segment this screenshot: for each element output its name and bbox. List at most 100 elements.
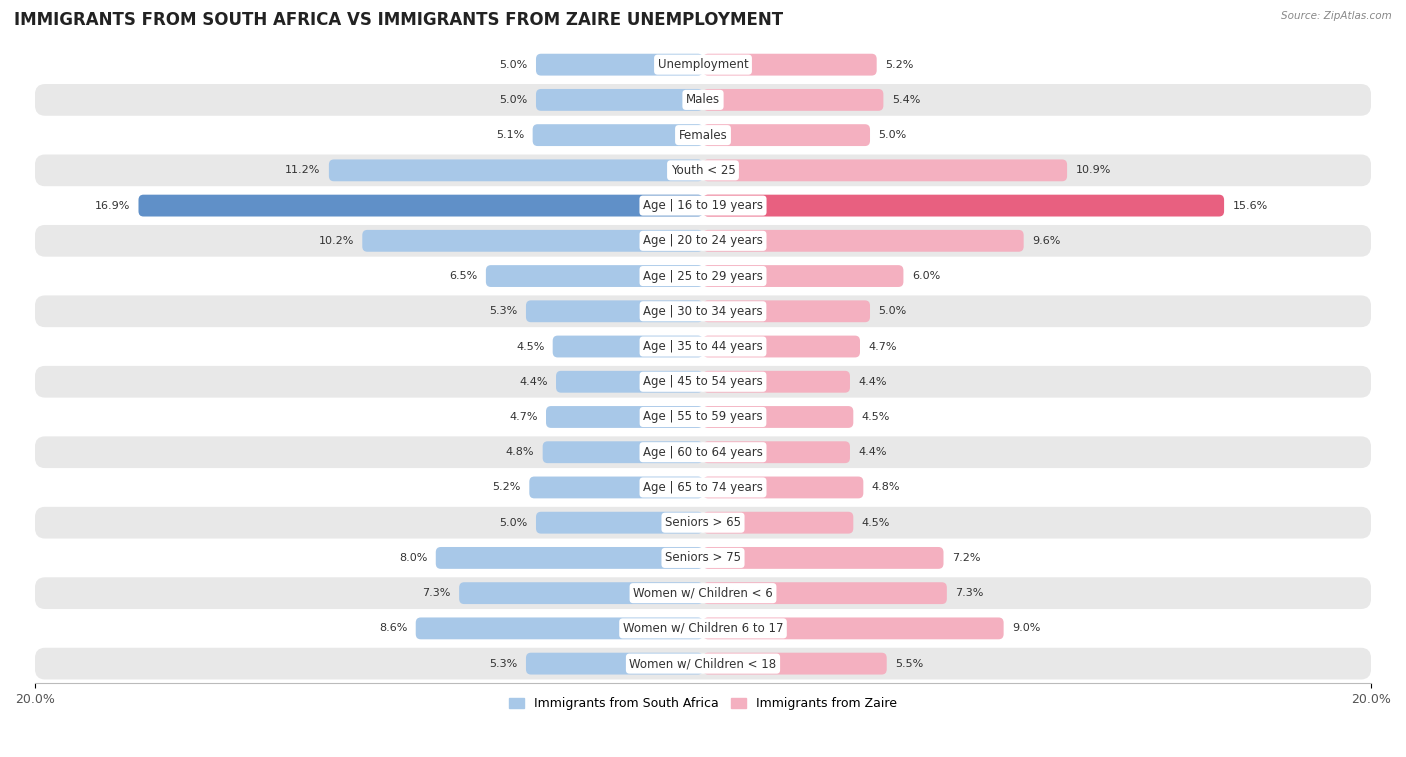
- FancyBboxPatch shape: [703, 476, 863, 498]
- FancyBboxPatch shape: [703, 582, 946, 604]
- Text: 7.3%: 7.3%: [422, 588, 451, 598]
- FancyBboxPatch shape: [703, 54, 877, 76]
- Text: 11.2%: 11.2%: [285, 165, 321, 176]
- Legend: Immigrants from South Africa, Immigrants from Zaire: Immigrants from South Africa, Immigrants…: [503, 692, 903, 715]
- FancyBboxPatch shape: [703, 335, 860, 357]
- FancyBboxPatch shape: [35, 436, 1371, 468]
- Text: Seniors > 75: Seniors > 75: [665, 551, 741, 565]
- FancyBboxPatch shape: [35, 331, 1371, 363]
- FancyBboxPatch shape: [436, 547, 703, 569]
- Text: Age | 60 to 64 years: Age | 60 to 64 years: [643, 446, 763, 459]
- Text: 5.1%: 5.1%: [496, 130, 524, 140]
- Text: 4.8%: 4.8%: [506, 447, 534, 457]
- FancyBboxPatch shape: [703, 618, 1004, 640]
- Text: Women w/ Children < 18: Women w/ Children < 18: [630, 657, 776, 670]
- Text: 4.5%: 4.5%: [862, 518, 890, 528]
- FancyBboxPatch shape: [703, 230, 1024, 252]
- FancyBboxPatch shape: [35, 507, 1371, 538]
- Text: 4.8%: 4.8%: [872, 482, 900, 493]
- FancyBboxPatch shape: [555, 371, 703, 393]
- Text: 10.9%: 10.9%: [1076, 165, 1111, 176]
- FancyBboxPatch shape: [35, 648, 1371, 680]
- FancyBboxPatch shape: [703, 89, 883, 111]
- Text: 4.5%: 4.5%: [516, 341, 544, 351]
- FancyBboxPatch shape: [533, 124, 703, 146]
- FancyBboxPatch shape: [35, 401, 1371, 433]
- Text: 4.7%: 4.7%: [509, 412, 537, 422]
- FancyBboxPatch shape: [703, 265, 904, 287]
- Text: Age | 25 to 29 years: Age | 25 to 29 years: [643, 269, 763, 282]
- Text: Youth < 25: Youth < 25: [671, 164, 735, 177]
- Text: 10.2%: 10.2%: [319, 236, 354, 246]
- Text: Unemployment: Unemployment: [658, 58, 748, 71]
- Text: Age | 16 to 19 years: Age | 16 to 19 years: [643, 199, 763, 212]
- Text: 6.0%: 6.0%: [911, 271, 941, 281]
- FancyBboxPatch shape: [138, 195, 703, 217]
- Text: Age | 55 to 59 years: Age | 55 to 59 years: [643, 410, 763, 423]
- Text: 5.4%: 5.4%: [891, 95, 920, 105]
- FancyBboxPatch shape: [526, 653, 703, 674]
- Text: Women w/ Children 6 to 17: Women w/ Children 6 to 17: [623, 622, 783, 635]
- Text: 5.2%: 5.2%: [492, 482, 522, 493]
- Text: Age | 65 to 74 years: Age | 65 to 74 years: [643, 481, 763, 494]
- Text: 4.4%: 4.4%: [519, 377, 548, 387]
- Text: Females: Females: [679, 129, 727, 142]
- Text: 9.0%: 9.0%: [1012, 623, 1040, 634]
- FancyBboxPatch shape: [416, 618, 703, 640]
- FancyBboxPatch shape: [536, 89, 703, 111]
- Text: 4.5%: 4.5%: [862, 412, 890, 422]
- Text: 6.5%: 6.5%: [450, 271, 478, 281]
- FancyBboxPatch shape: [363, 230, 703, 252]
- Text: 5.2%: 5.2%: [884, 60, 914, 70]
- FancyBboxPatch shape: [35, 190, 1371, 222]
- FancyBboxPatch shape: [546, 406, 703, 428]
- Text: 7.2%: 7.2%: [952, 553, 980, 563]
- FancyBboxPatch shape: [35, 84, 1371, 116]
- FancyBboxPatch shape: [703, 406, 853, 428]
- FancyBboxPatch shape: [703, 547, 943, 569]
- FancyBboxPatch shape: [35, 120, 1371, 151]
- FancyBboxPatch shape: [703, 653, 887, 674]
- FancyBboxPatch shape: [35, 295, 1371, 327]
- FancyBboxPatch shape: [35, 260, 1371, 292]
- Text: 7.3%: 7.3%: [955, 588, 984, 598]
- FancyBboxPatch shape: [35, 612, 1371, 644]
- FancyBboxPatch shape: [486, 265, 703, 287]
- FancyBboxPatch shape: [35, 154, 1371, 186]
- FancyBboxPatch shape: [703, 195, 1225, 217]
- FancyBboxPatch shape: [536, 54, 703, 76]
- Text: 5.5%: 5.5%: [896, 659, 924, 668]
- FancyBboxPatch shape: [329, 160, 703, 181]
- FancyBboxPatch shape: [35, 472, 1371, 503]
- Text: Males: Males: [686, 93, 720, 107]
- Text: IMMIGRANTS FROM SOUTH AFRICA VS IMMIGRANTS FROM ZAIRE UNEMPLOYMENT: IMMIGRANTS FROM SOUTH AFRICA VS IMMIGRAN…: [14, 11, 783, 30]
- FancyBboxPatch shape: [536, 512, 703, 534]
- Text: 16.9%: 16.9%: [94, 201, 131, 210]
- Text: 8.0%: 8.0%: [399, 553, 427, 563]
- Text: 5.0%: 5.0%: [499, 95, 527, 105]
- Text: 5.0%: 5.0%: [499, 60, 527, 70]
- Text: 8.6%: 8.6%: [380, 623, 408, 634]
- FancyBboxPatch shape: [35, 48, 1371, 80]
- FancyBboxPatch shape: [553, 335, 703, 357]
- Text: 5.0%: 5.0%: [879, 130, 907, 140]
- FancyBboxPatch shape: [703, 371, 851, 393]
- Text: Source: ZipAtlas.com: Source: ZipAtlas.com: [1281, 11, 1392, 21]
- Text: 4.7%: 4.7%: [869, 341, 897, 351]
- FancyBboxPatch shape: [543, 441, 703, 463]
- FancyBboxPatch shape: [703, 301, 870, 322]
- Text: 4.4%: 4.4%: [858, 447, 887, 457]
- Text: Age | 20 to 24 years: Age | 20 to 24 years: [643, 235, 763, 248]
- FancyBboxPatch shape: [703, 160, 1067, 181]
- FancyBboxPatch shape: [703, 441, 851, 463]
- FancyBboxPatch shape: [35, 366, 1371, 397]
- FancyBboxPatch shape: [35, 542, 1371, 574]
- Text: 9.6%: 9.6%: [1032, 236, 1060, 246]
- Text: Seniors > 65: Seniors > 65: [665, 516, 741, 529]
- FancyBboxPatch shape: [703, 124, 870, 146]
- Text: Women w/ Children < 6: Women w/ Children < 6: [633, 587, 773, 600]
- Text: Age | 45 to 54 years: Age | 45 to 54 years: [643, 375, 763, 388]
- FancyBboxPatch shape: [460, 582, 703, 604]
- Text: 5.3%: 5.3%: [489, 659, 517, 668]
- FancyBboxPatch shape: [526, 301, 703, 322]
